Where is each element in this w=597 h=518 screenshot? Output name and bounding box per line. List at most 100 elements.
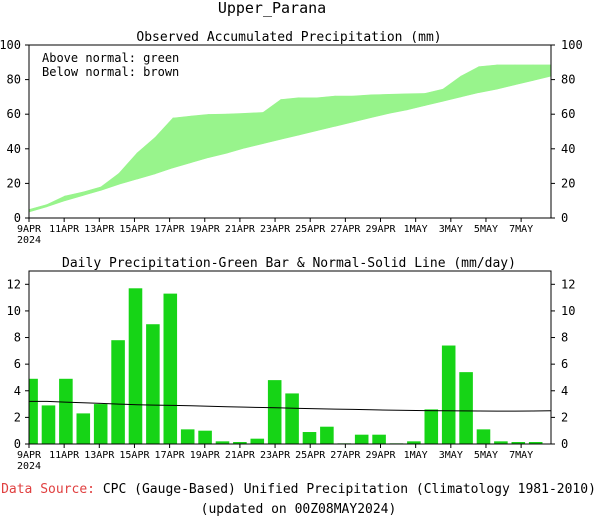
accum-xtick-label: 1MAY — [404, 224, 428, 235]
accum-axes: 0 0 20 20 40 40 60 60 80 80 100 100 9APR 11APR 13APR 15… — [0, 38, 583, 246]
daily-precip-bar — [354, 434, 369, 444]
daily-ytick-label-right: 8 — [561, 331, 568, 345]
accum-ytick-label-left: 40 — [7, 142, 21, 156]
daily-precip-bar — [441, 345, 456, 444]
accum-band-segment — [118, 152, 138, 185]
accum-band-segment — [532, 64, 552, 81]
accum-xtick-label: 13APR — [84, 224, 115, 235]
accum-ytick-label-right: 80 — [561, 73, 575, 87]
daily-precip-bar — [494, 441, 508, 444]
daily-ytick-label-right: 2 — [561, 410, 568, 424]
daily-precip-bar — [250, 438, 265, 444]
accum-xtick-label: 3MAY — [439, 224, 463, 235]
accum-xtick-label: 17APR — [155, 224, 186, 235]
accum-band-segment — [46, 195, 66, 208]
daily-precip-bar — [215, 441, 230, 444]
accum-band-segment — [352, 94, 372, 123]
daily-xtick-label: 7MAY — [509, 450, 533, 461]
daily-precip-bar — [29, 378, 38, 444]
daily-precip-bar — [59, 378, 73, 444]
daily-bars-layer — [29, 288, 543, 444]
accum-band-segment — [406, 93, 426, 111]
daily-xtick-label: 3MAY — [439, 450, 463, 461]
accum-ytick-label-left: 0 — [14, 211, 21, 225]
accum-band-segment — [172, 115, 192, 169]
accum-area-layer — [28, 64, 552, 213]
data-source-label: Data Source: — [1, 482, 95, 497]
daily-precip-bar — [198, 430, 212, 444]
daily-xtick-label: 27APR — [330, 450, 361, 461]
daily-xtick-label: 29APR — [365, 450, 396, 461]
accum-band-segment — [388, 93, 408, 114]
daily-ytick-label-right: 0 — [561, 437, 568, 451]
accum-band-segment — [298, 97, 318, 136]
daily-precip-bar — [76, 413, 91, 444]
daily-precip-bar — [302, 432, 317, 444]
daily-precip-bar — [233, 442, 247, 444]
accumulated-precip-panel: Observed Accumulated Precipitation (mm) … — [0, 30, 583, 246]
daily-xtick-label: 11APR — [49, 450, 80, 461]
daily-xtick-label: 5MAY — [474, 450, 498, 461]
daily-precip-bar — [528, 442, 543, 444]
accum-band-segment — [154, 117, 174, 175]
daily-plot-frame — [28, 270, 552, 445]
accum-band-segment — [262, 98, 282, 144]
daily-xtick-label: 21APR — [225, 450, 256, 461]
accum-ytick-label-left: 60 — [7, 107, 21, 121]
accum-ytick-label-left: 100 — [0, 38, 21, 52]
daily-precip-bar — [320, 426, 334, 444]
accum-xtick-label: 29APR — [365, 224, 396, 235]
accum-band-segment — [478, 64, 498, 93]
daily-precip-panel: Daily Precipitation-Green Bar & Normal-S… — [7, 256, 576, 472]
daily-precip-bar — [459, 372, 473, 444]
daily-xtick-label: 17APR — [155, 450, 186, 461]
accum-xtick-label: 23APR — [260, 224, 291, 235]
accum-band-segment — [82, 186, 102, 196]
accum-xtick-label: 27APR — [330, 224, 361, 235]
daily-ytick-label-left: 4 — [14, 384, 21, 398]
daily-xtick-label: 15APR — [119, 450, 150, 461]
accum-xtick-label: 25APR — [295, 224, 326, 235]
accum-band-segment — [280, 97, 300, 140]
daily-precip-bar — [146, 324, 160, 444]
legend-above-normal: Above normal: green — [42, 51, 179, 65]
accum-band-segment — [334, 95, 354, 127]
daily-ytick-label-left: 2 — [14, 410, 21, 424]
accum-ytick-label-right: 40 — [561, 142, 575, 156]
daily-precip-bar — [476, 429, 491, 444]
accum-band-segment — [226, 113, 246, 154]
daily-ytick-label-left: 6 — [14, 357, 21, 371]
accum-band-segment — [190, 114, 210, 164]
accum-xtick-label: 11APR — [49, 224, 80, 235]
accum-band-segment — [496, 64, 516, 90]
daily-normal-line-layer — [29, 400, 552, 412]
accum-ytick-label-right: 20 — [561, 176, 575, 190]
daily-precip-bar — [163, 293, 178, 444]
accum-xtick-label: 21APR — [225, 224, 256, 235]
daily-precip-bar — [128, 288, 143, 444]
accum-year-label: 2024 — [17, 235, 41, 246]
daily-normal-line — [29, 400, 552, 412]
accum-xtick-label: 9APR — [17, 224, 42, 235]
daily-precip-bar — [180, 429, 195, 444]
accum-ytick-label-right: 0 — [561, 211, 568, 225]
daily-ytick-label-right: 6 — [561, 357, 568, 371]
daily-year-label: 2024 — [17, 461, 41, 472]
accum-band-segment — [424, 88, 444, 106]
accum-ytick-label-left: 80 — [7, 73, 21, 87]
daily-xtick-label: 1MAY — [404, 450, 428, 461]
accum-plot-frame — [28, 44, 552, 219]
figure-title: Upper_Parana — [218, 0, 326, 17]
daily-ytick-label-right: 12 — [561, 277, 575, 291]
daily-precip-bar — [285, 393, 299, 444]
daily-xtick-label: 9APR — [17, 450, 42, 461]
accum-band-segment — [244, 112, 264, 149]
accum-band-segment — [64, 191, 84, 202]
daily-axes: 0 0 2 2 4 4 6 6 8 8 10 10 12 12 9APR 11APR 13APR 15APR 17A… — [7, 277, 576, 472]
daily-xtick-label: 23APR — [260, 450, 291, 461]
data-source-line: Data Source: CPC (Gauge-Based) Unified P… — [0, 482, 597, 497]
daily-xtick-label: 25APR — [295, 450, 326, 461]
accum-band-segment — [136, 136, 156, 180]
accum-band-segment — [28, 204, 48, 213]
daily-precip-bar — [41, 405, 56, 444]
